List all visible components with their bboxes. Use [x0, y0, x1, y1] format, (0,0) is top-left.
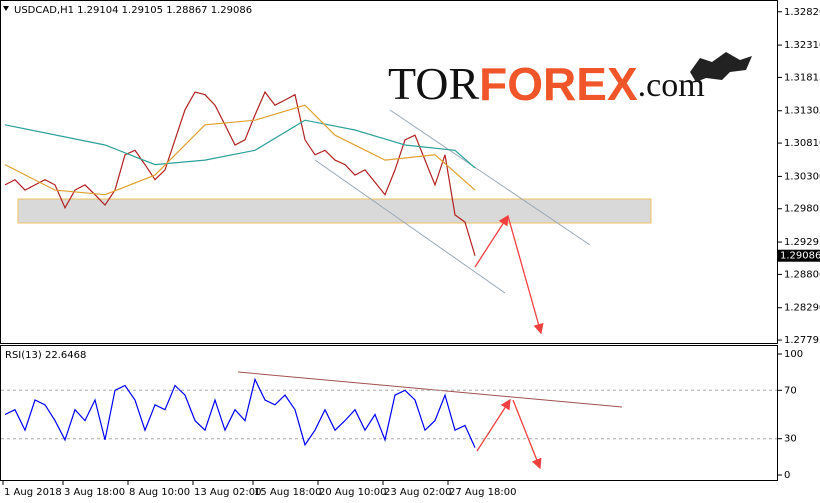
rsi-title: RSI(13) 22.6468	[5, 350, 86, 361]
y-tick-label: 1.32820	[784, 7, 820, 18]
y-tick-label: 100	[784, 349, 803, 360]
x-tick-label: 23 Aug 02:00	[384, 487, 451, 498]
x-tick-label: 8 Aug 10:00	[129, 487, 190, 498]
price-box	[778, 249, 820, 262]
support-zone	[17, 198, 652, 224]
logo-part: TOR	[388, 58, 479, 109]
logo-part: FOREX	[479, 58, 638, 110]
price-panel	[0, 0, 778, 344]
logo-bull	[690, 52, 752, 82]
rsi-arrow-up	[476, 398, 511, 452]
title-arrow	[3, 6, 9, 11]
channel-lower	[314, 159, 506, 294]
y-tick-label: 0	[784, 470, 790, 481]
y-tick-label: 1.31815	[784, 72, 820, 83]
series-line	[4, 119, 476, 169]
y-tick-label: 1.30300	[784, 171, 820, 182]
x-tick-label: 20 Aug 10:00	[319, 487, 386, 498]
rsi-trendline	[237, 371, 623, 408]
series-line	[4, 104, 476, 196]
x-tick-label: 3 Aug 18:00	[64, 487, 125, 498]
arrow-up	[474, 214, 509, 268]
x-tick-label: 15 Aug 18:00	[254, 487, 321, 498]
rsi-arrow-down	[512, 399, 542, 470]
y-tick-label: 1.29295	[784, 237, 820, 248]
y-tick-label: 1.28290	[784, 303, 820, 314]
series-line	[4, 377, 476, 448]
x-tick-label: 27 Aug 18:00	[449, 487, 516, 498]
y-tick-label: 1.29805	[784, 204, 820, 215]
y-tick-label: 70	[784, 385, 797, 396]
y-tick-label: 1.27795	[784, 335, 820, 346]
y-tick-label: 1.32310	[784, 40, 820, 51]
y-tick-label: 30	[784, 434, 797, 445]
arrow-down	[507, 215, 544, 335]
rsi-panel	[0, 345, 778, 481]
channel-upper	[389, 109, 591, 246]
x-tick-label: 13 Aug 02:00	[194, 487, 261, 498]
chart-title: USDCAD,H1 1.29104 1.29105 1.28867 1.2908…	[14, 5, 252, 16]
series-line	[4, 90, 476, 256]
x-tick-label: 1 Aug 2018	[4, 487, 62, 498]
y-tick-label: 1.28800	[784, 269, 820, 280]
y-tick-label: 1.30810	[784, 138, 820, 149]
logo: TORFOREX.com	[388, 58, 705, 111]
price-label: 1.29086	[780, 251, 820, 262]
y-tick-label: 1.31305	[784, 106, 820, 117]
